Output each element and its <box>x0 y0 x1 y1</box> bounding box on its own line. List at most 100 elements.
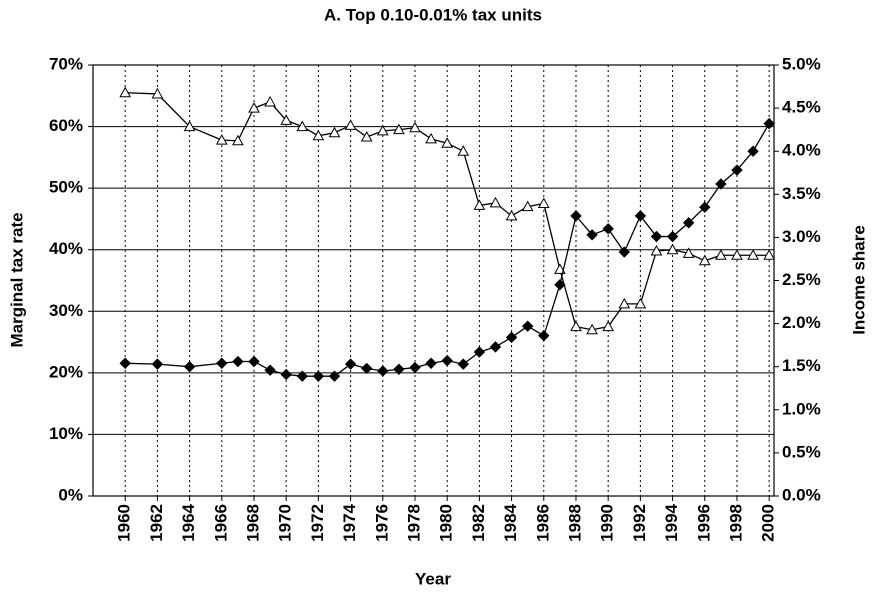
y-axis-title: Marginal tax rate <box>7 212 26 347</box>
diamond-marker <box>232 355 244 368</box>
triangle-marker <box>682 247 695 258</box>
diamond-marker <box>183 360 196 373</box>
x-tick-label: 1998 <box>726 504 745 542</box>
diamond-marker <box>457 358 469 370</box>
triangle-marker <box>248 102 260 113</box>
x-tick-label: 1982 <box>469 504 488 542</box>
diamond-marker <box>521 320 534 332</box>
x-tick-label: 1964 <box>179 503 198 541</box>
diamond-marker <box>216 357 228 369</box>
x-tick-label: 1968 <box>243 504 262 542</box>
x-tick-label: 1978 <box>404 504 423 542</box>
y2-tick-label: 4.0% <box>782 141 821 160</box>
diamond-marker <box>344 358 357 370</box>
diamond-marker <box>747 145 759 157</box>
triangle-marker <box>232 134 244 146</box>
triangle-marker <box>763 249 776 260</box>
diamond-marker <box>602 223 614 235</box>
diamond-marker <box>715 178 727 190</box>
y2-tick-label: 3.5% <box>782 184 821 203</box>
triangle-marker <box>747 249 759 260</box>
triangle-marker <box>328 126 341 138</box>
triangle-marker <box>376 124 389 136</box>
diamond-marker <box>360 362 373 375</box>
triangle-marker <box>650 244 663 256</box>
diamond-marker <box>505 331 518 344</box>
x-tick-label: 1976 <box>372 504 391 542</box>
plot-frame <box>92 64 775 497</box>
x-tick-label: 1974 <box>340 503 359 541</box>
triangle-marker <box>264 95 276 107</box>
triangle-marker <box>666 243 679 255</box>
x-tick-label: 1990 <box>598 504 617 542</box>
triangle-marker <box>360 131 373 142</box>
triangle-marker <box>344 119 357 130</box>
triangle-marker <box>537 197 550 209</box>
diamond-marker <box>151 358 164 370</box>
diamond-marker <box>248 355 260 368</box>
diamond-marker <box>441 354 453 367</box>
x-tick-label: 1970 <box>276 504 295 542</box>
triangle-marker <box>618 297 631 309</box>
diamond-marker <box>328 370 341 382</box>
diamond-marker <box>699 201 711 213</box>
diamond-marker <box>586 229 598 241</box>
triangle-marker <box>296 120 309 132</box>
y2-tick-label: 1.5% <box>782 356 821 375</box>
y-tick-label: 20% <box>49 362 83 381</box>
triangle-marker <box>312 129 325 141</box>
triangle-marker <box>521 200 534 212</box>
triangle-marker <box>570 320 582 332</box>
x-tick-label: 2000 <box>759 504 778 542</box>
triangle-marker <box>505 209 518 221</box>
triangle-marker <box>151 87 164 99</box>
triangle-marker <box>457 145 470 156</box>
x-tick-label: 1988 <box>565 504 584 542</box>
y-tick-label: 10% <box>49 424 83 443</box>
triangle-marker <box>409 121 421 133</box>
triangle-marker <box>393 123 405 135</box>
diamond-marker <box>650 230 663 243</box>
diamond-marker <box>296 370 308 382</box>
y2-tick-label: 2.0% <box>782 313 821 332</box>
x-tick-label: 1992 <box>630 504 649 542</box>
diamond-marker <box>409 361 421 374</box>
x-tick-label: 1984 <box>501 503 520 541</box>
y2-tick-label: 0.5% <box>782 442 821 461</box>
y-tick-label: 0% <box>58 485 83 504</box>
x-axis-title: Year <box>415 569 451 588</box>
diamond-marker <box>570 210 582 222</box>
x-tick-label: 1994 <box>662 503 681 541</box>
x-tick-label: 1972 <box>308 504 327 542</box>
y2-tick-label: 1.0% <box>782 399 821 418</box>
diamond-marker <box>489 341 502 353</box>
diamond-marker <box>280 368 292 381</box>
diamond-marker <box>473 346 486 358</box>
x-tick-label: 1986 <box>533 504 552 542</box>
diamond-marker <box>312 370 325 382</box>
y2-tick-label: 2.5% <box>782 270 821 289</box>
y2-axis-title: Income share <box>849 225 868 335</box>
triangle-marker <box>425 132 437 144</box>
y-tick-label: 30% <box>49 301 83 320</box>
triangle-marker <box>119 86 132 98</box>
y2-tick-label: 5.0% <box>782 54 821 73</box>
diamond-marker <box>377 365 389 377</box>
diamond-marker <box>538 329 550 342</box>
y2-tick-label: 0.0% <box>782 485 821 504</box>
y-tick-label: 50% <box>49 178 83 197</box>
diamond-marker <box>119 357 131 369</box>
diamond-marker <box>554 279 566 291</box>
triangle-marker <box>280 114 293 125</box>
chart-title: A. Top 0.10-0.01% tax units <box>324 5 542 24</box>
diamond-marker <box>666 230 679 243</box>
diamond-marker <box>634 210 647 222</box>
diamond-marker <box>264 364 276 376</box>
x-tick-label: 1966 <box>211 504 230 542</box>
y-tick-label: 70% <box>49 54 83 73</box>
x-tick-label: 1980 <box>437 504 456 542</box>
triangle-marker <box>489 196 502 208</box>
triangle-marker <box>602 320 615 332</box>
triangle-marker <box>586 323 598 335</box>
